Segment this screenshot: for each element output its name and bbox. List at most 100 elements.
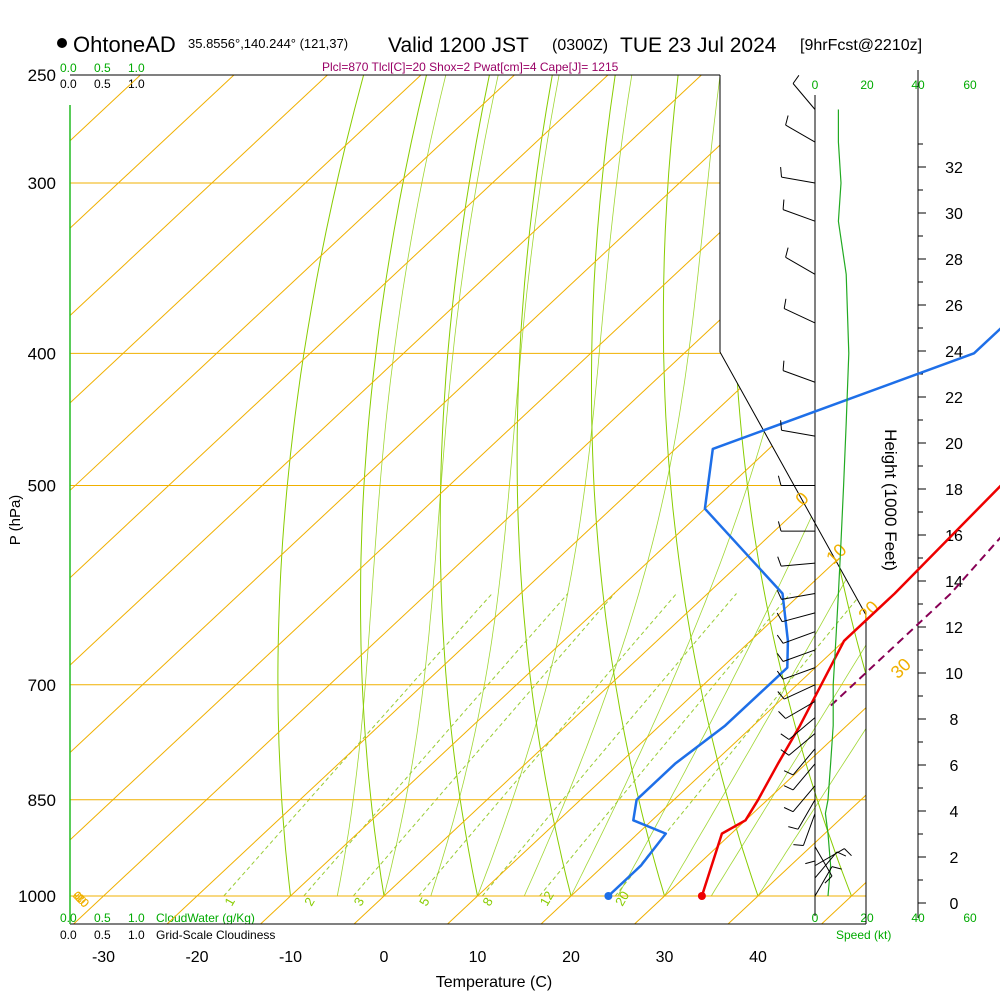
pressure-tick-label: 400 bbox=[28, 344, 56, 363]
cloudwater-scale-bottom-1: 0.5 bbox=[94, 911, 111, 925]
wind-barb-flag bbox=[782, 199, 785, 210]
isotherm-line bbox=[539, 75, 866, 924]
speed-scale-bottom-1: 20 bbox=[860, 911, 874, 925]
speed-scale-bottom-3: 60 bbox=[963, 911, 977, 925]
wind-barb bbox=[792, 763, 816, 791]
wind-barb-flag bbox=[793, 844, 804, 846]
pressure-tick-label: 850 bbox=[28, 791, 56, 810]
mixing-ratio-line bbox=[223, 593, 493, 897]
cloudiness-scale-bottom-0: 0.0 bbox=[60, 928, 77, 942]
wind-barb bbox=[782, 209, 816, 222]
wind-barb-flag bbox=[783, 298, 787, 309]
wind-barb-flag bbox=[776, 634, 784, 644]
wind-barb-flag bbox=[783, 807, 794, 813]
wind-barb bbox=[781, 592, 816, 600]
moist-adiabat bbox=[757, 75, 866, 897]
pressure-tick-label: 1000 bbox=[18, 887, 56, 906]
dry-adiabat bbox=[516, 75, 572, 897]
isotherm-line bbox=[70, 75, 635, 924]
height-tick-label: 28 bbox=[945, 252, 963, 269]
height-tick-label: 20 bbox=[945, 436, 963, 453]
height-tick-label: 6 bbox=[950, 758, 959, 775]
x-tick-label: 40 bbox=[749, 949, 767, 966]
mixing-ratio-label: 2 bbox=[301, 895, 318, 909]
isotherm-label-right: 0 bbox=[792, 488, 813, 509]
wind-barb-flag bbox=[788, 826, 799, 830]
cloudwater-scale-top-1: 0.5 bbox=[94, 61, 111, 75]
wind-speed-profile bbox=[824, 109, 850, 897]
height-tick-label: 4 bbox=[950, 804, 959, 821]
location-label: 35.8556°,140.244° (121,37) bbox=[188, 36, 348, 51]
speed-scale-top-1: 20 bbox=[860, 78, 874, 92]
mixing-ratio-line bbox=[539, 593, 791, 897]
moist-adiabat bbox=[664, 75, 866, 897]
pressure-tick-label: 700 bbox=[28, 676, 56, 695]
cloudiness-scale-top-2: 1.0 bbox=[128, 77, 145, 91]
wind-barb bbox=[781, 429, 816, 437]
y-axis-title: P (hPa) bbox=[7, 495, 24, 546]
isotherm-line bbox=[165, 75, 866, 924]
isotherm-line bbox=[259, 75, 866, 924]
pressure-tick-label: 250 bbox=[28, 66, 56, 85]
bullet-icon bbox=[57, 38, 67, 48]
height-tick-label: 26 bbox=[945, 298, 963, 315]
wind-barb-flag bbox=[831, 866, 842, 870]
wind-barb-flag bbox=[824, 875, 833, 884]
surface-temperature-marker bbox=[697, 892, 706, 900]
wind-barb bbox=[782, 612, 816, 623]
wind-barb bbox=[797, 799, 816, 830]
utc-time: (0300Z) bbox=[552, 37, 608, 54]
speed-scale-top-0: 0 bbox=[812, 78, 819, 92]
cloudiness-scale-top-0: 0.0 bbox=[60, 77, 77, 91]
dry-adiabat bbox=[662, 75, 759, 897]
wind-barb-flag bbox=[792, 75, 800, 84]
wind-barb-flag bbox=[780, 420, 782, 431]
cloudiness-label: Grid-Scale Cloudiness bbox=[156, 928, 275, 942]
x-tick-label: -20 bbox=[185, 949, 208, 966]
speed-scale-bottom-0: 0 bbox=[812, 911, 819, 925]
wind-barb-flag bbox=[785, 247, 789, 258]
isotherm-line bbox=[70, 75, 728, 924]
wind-barb-flag bbox=[783, 785, 794, 791]
plot-area bbox=[70, 75, 866, 924]
height-tick-label: 18 bbox=[945, 482, 963, 499]
forecast-run: [9hrFcst@2210z] bbox=[800, 37, 922, 54]
wind-barb-flag bbox=[777, 691, 785, 700]
wind-barb-flag bbox=[780, 167, 782, 178]
isotherm-line bbox=[820, 75, 866, 924]
surface-dewpoint-marker bbox=[604, 892, 613, 900]
wind-barb bbox=[785, 256, 816, 275]
wind-barb bbox=[788, 733, 816, 756]
temperature-curve bbox=[700, 484, 1000, 897]
mixing-ratio-line bbox=[303, 593, 569, 897]
wind-barb-flag bbox=[776, 670, 784, 680]
height-tick-label: 12 bbox=[945, 620, 963, 637]
wind-barb-flag bbox=[776, 612, 783, 622]
wind-barb bbox=[781, 176, 816, 184]
isotherm-line bbox=[70, 75, 448, 924]
cloudwater-label: CloudWater (g/Kg) bbox=[156, 911, 255, 925]
valid-time: Valid 1200 JST bbox=[388, 34, 529, 57]
wind-barb-flag bbox=[783, 770, 794, 776]
dry-adiabat bbox=[277, 75, 365, 897]
wind-barb-flag bbox=[776, 653, 784, 662]
height-tick-label: 10 bbox=[945, 666, 963, 683]
isotherm-line bbox=[72, 75, 866, 924]
wind-barb bbox=[782, 631, 816, 644]
wind-barb-flag bbox=[782, 360, 785, 371]
isotherm-line bbox=[70, 75, 167, 924]
wind-barb-flag bbox=[780, 733, 790, 740]
height-tick-label: 0 bbox=[950, 896, 959, 913]
height-tick-label: 32 bbox=[945, 160, 963, 177]
mixing-ratio-label: 12 bbox=[537, 889, 557, 909]
wind-barb bbox=[785, 124, 816, 143]
moist-adiabat bbox=[617, 75, 866, 897]
x-axis-title: Temperature (C) bbox=[436, 974, 552, 991]
moist-adiabat bbox=[336, 75, 447, 897]
wind-barb-flag bbox=[805, 860, 816, 865]
isotherm-line bbox=[446, 75, 866, 924]
wind-barb bbox=[782, 370, 816, 383]
mixing-ratio-line bbox=[352, 593, 616, 897]
mixing-ratio-label: 20 bbox=[612, 889, 632, 909]
